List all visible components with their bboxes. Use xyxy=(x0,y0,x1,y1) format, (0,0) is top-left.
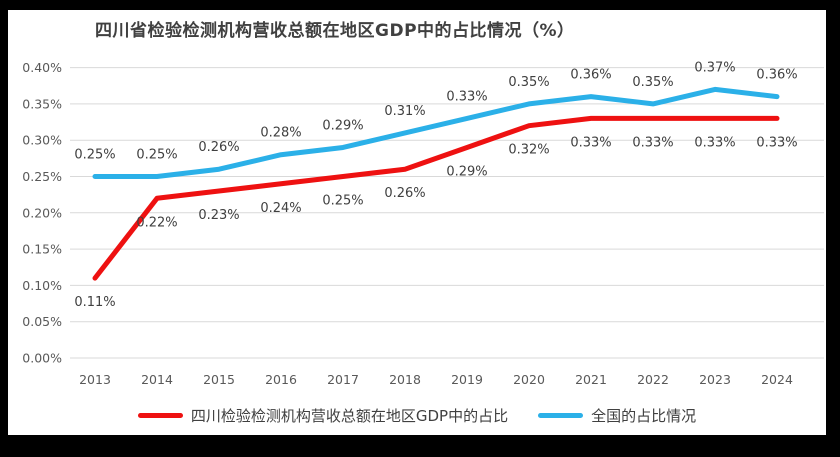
legend-swatch-sichuan-red-line xyxy=(137,413,183,418)
data-label-national: 0.29% xyxy=(322,118,363,133)
x-tick-label: 2018 xyxy=(389,372,421,387)
data-label-national: 0.36% xyxy=(756,68,797,83)
data-label-national: 0.35% xyxy=(508,75,549,90)
y-tick-label: 0.35% xyxy=(22,96,62,111)
x-tick-label: 2020 xyxy=(513,372,545,387)
data-label-sichuan: 0.26% xyxy=(384,186,425,201)
data-label-sichuan: 0.33% xyxy=(694,135,735,150)
y-tick-label: 0.15% xyxy=(22,242,62,257)
y-tick-label: 0.20% xyxy=(22,205,62,220)
x-tick-label: 2019 xyxy=(451,372,483,387)
plot-area: 0.00% 0.05% 0.10% 0.15% 0.20% 0.25% 0.30% 0.35%… xyxy=(8,10,826,435)
data-label-national: 0.25% xyxy=(136,148,177,163)
legend: 四川检验检测机构营收总额在地区GDP中的占比 全国的占比情况 xyxy=(8,405,826,426)
chart-svg: 0.00% 0.05% 0.10% 0.15% 0.20% 0.25% 0.30% 0.35%… xyxy=(22,60,824,387)
legend-swatch-national-blue-line xyxy=(538,413,584,418)
x-tick-label: 2015 xyxy=(203,372,235,387)
data-label-national: 0.36% xyxy=(570,68,611,83)
x-tick-label: 2023 xyxy=(699,372,731,387)
x-tick-label: 2014 xyxy=(141,372,173,387)
y-tick-label: 0.30% xyxy=(22,133,62,148)
data-label-national: 0.26% xyxy=(198,140,239,155)
legend-label-sichuan: 四川检验检测机构营收总额在地区GDP中的占比 xyxy=(190,407,509,425)
data-label-sichuan: 0.11% xyxy=(74,295,115,310)
data-label-sichuan: 0.33% xyxy=(632,135,673,150)
x-tick-label: 2017 xyxy=(327,372,359,387)
series-line-national xyxy=(92,86,780,179)
legend-item-sichuan: 四川检验检测机构营收总额在地区GDP中的占比 xyxy=(137,405,509,426)
data-label-sichuan: 0.33% xyxy=(756,135,797,150)
data-label-national: 0.35% xyxy=(632,75,673,90)
x-tick-label: 2013 xyxy=(79,372,111,387)
legend-item-national: 全国的占比情况 xyxy=(538,405,696,426)
y-tick-label: 0.40% xyxy=(22,60,62,75)
data-label-sichuan: 0.22% xyxy=(136,215,177,230)
y-tick-label: 0.05% xyxy=(22,314,62,329)
series-line-sichuan xyxy=(92,115,780,281)
data-label-sichuan: 0.29% xyxy=(446,164,487,179)
data-label-sichuan: 0.32% xyxy=(508,143,549,158)
legend-label-national: 全国的占比情况 xyxy=(591,407,697,425)
x-tick-label: 2024 xyxy=(761,372,793,387)
y-tick-label: 0.25% xyxy=(22,169,62,184)
data-label-national: 0.33% xyxy=(446,89,487,104)
data-label-sichuan: 0.23% xyxy=(198,208,239,223)
data-label-national: 0.37% xyxy=(694,60,735,75)
y-tick-label: 0.00% xyxy=(22,351,62,366)
chart-panel: 0.00% 0.05% 0.10% 0.15% 0.20% 0.25% 0.30% 0.35%… xyxy=(8,10,826,435)
x-tick-label: 2022 xyxy=(637,372,669,387)
data-label-national: 0.31% xyxy=(384,104,425,119)
x-tick-label: 2021 xyxy=(575,372,607,387)
x-tick-label: 2016 xyxy=(265,372,297,387)
data-label-sichuan: 0.33% xyxy=(570,135,611,150)
chart-title: 四川省检验检测机构营收总额在地区GDP中的占比情况（%） xyxy=(95,21,575,41)
data-label-national: 0.25% xyxy=(74,148,115,163)
y-tick-label: 0.10% xyxy=(22,278,62,293)
data-label-sichuan: 0.25% xyxy=(322,194,363,209)
data-label-sichuan: 0.24% xyxy=(260,201,301,216)
data-label-national: 0.28% xyxy=(260,126,301,141)
